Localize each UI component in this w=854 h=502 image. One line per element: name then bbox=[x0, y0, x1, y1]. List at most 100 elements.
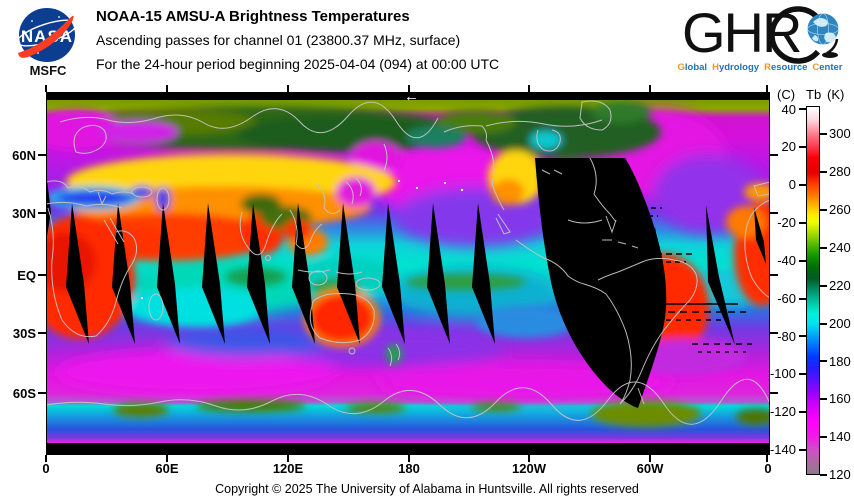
cbar-tick-c bbox=[799, 449, 806, 451]
map-frame bbox=[46, 92, 770, 455]
lat-tick bbox=[38, 154, 46, 156]
lon-label-120w: 120W bbox=[512, 461, 546, 476]
cbar-k-160: 160 bbox=[829, 391, 851, 406]
lon-tick bbox=[287, 455, 289, 462]
temperature-field-land bbox=[46, 101, 770, 427]
lon-tick-top bbox=[528, 85, 530, 92]
lon-tick-top bbox=[45, 85, 47, 92]
coastlines bbox=[46, 100, 770, 425]
cbar-tick-c bbox=[799, 222, 806, 224]
colorbar-tb-header: Tb bbox=[806, 87, 822, 102]
cbar-c-20: 20 bbox=[781, 139, 796, 154]
cbar-tick-k bbox=[820, 285, 827, 287]
cbar-tick-c bbox=[799, 335, 806, 337]
lat-tick bbox=[38, 332, 46, 334]
lon-label-0w: 0 bbox=[42, 461, 50, 476]
ghrc-logo[interactable]: GHR Global Hydrology Resource Center bbox=[677, 1, 852, 82]
cbar-tick-k bbox=[820, 133, 827, 135]
lat-label-30s: 30S bbox=[12, 326, 36, 341]
lat-label-eq: EQ bbox=[17, 268, 36, 283]
cbar-tick-k bbox=[820, 360, 827, 362]
brightness-temperature-world-map bbox=[46, 92, 770, 455]
cbar-tick-k bbox=[820, 436, 827, 438]
cbar-k-200: 200 bbox=[829, 316, 851, 331]
cbar-k-220: 220 bbox=[829, 278, 851, 293]
cbar-c-m60: -60 bbox=[777, 291, 796, 306]
partial-scan-lines bbox=[604, 207, 752, 353]
page-subtitle-period: For the 24-hour period beginning 2025-04… bbox=[96, 56, 500, 72]
cbar-c-m140: -140 bbox=[769, 442, 796, 457]
colorbar-gradient bbox=[806, 106, 820, 475]
tagline-word: C bbox=[812, 62, 820, 73]
copyright-text: Copyright © 2025 The University of Alaba… bbox=[215, 482, 639, 496]
cbar-tick-c bbox=[799, 373, 806, 375]
tagline-word: G bbox=[677, 62, 685, 73]
colorbar-celsius-header: (C) bbox=[777, 87, 796, 102]
lon-label-60e: 60E bbox=[155, 461, 179, 476]
cbar-tick-k bbox=[820, 323, 827, 325]
lon-label-120e: 120E bbox=[272, 461, 304, 476]
cbar-tick-k bbox=[820, 171, 827, 173]
lat-label-60n: 60N bbox=[12, 148, 36, 163]
colorbar-kelvin-header: (K) bbox=[827, 87, 845, 102]
nasa-msfc-logo[interactable]: NASA MSFC bbox=[10, 5, 86, 81]
cbar-tick-k bbox=[820, 474, 827, 476]
lon-tick bbox=[528, 455, 530, 462]
cbar-tick-c bbox=[799, 260, 806, 262]
lon-tick bbox=[45, 455, 47, 462]
cbar-tick-k bbox=[820, 209, 827, 211]
cbar-c-m120: -120 bbox=[769, 404, 796, 419]
cbar-tick-k bbox=[820, 247, 827, 249]
lat-tick bbox=[38, 212, 46, 214]
cbar-tick-c bbox=[799, 411, 806, 413]
lon-label-180: 180 bbox=[398, 461, 420, 476]
cbar-c-40: 40 bbox=[781, 102, 796, 117]
cbar-k-280: 280 bbox=[829, 164, 851, 179]
cbar-c-0: 0 bbox=[788, 177, 796, 192]
lat-tick-right bbox=[770, 392, 778, 394]
lon-tick bbox=[766, 455, 768, 462]
lat-tick-right bbox=[770, 154, 778, 156]
lon-tick bbox=[408, 455, 410, 462]
cbar-k-300: 300 bbox=[829, 126, 851, 141]
tagline-word: H bbox=[712, 62, 719, 73]
cbar-c-m40: -40 bbox=[777, 253, 796, 268]
lon-label-60w: 60W bbox=[636, 461, 664, 476]
lon-tick bbox=[166, 455, 168, 462]
page-title: NOAA-15 AMSU-A Brightness Temperatures bbox=[96, 8, 410, 25]
lat-tick bbox=[38, 392, 46, 394]
cbar-k-120: 120 bbox=[829, 467, 851, 482]
cbar-c-m80: -80 bbox=[777, 329, 796, 344]
cbar-tick-c bbox=[799, 298, 806, 300]
ghrc-tagline: Global Hydrology Resource Center bbox=[677, 62, 843, 73]
pass-direction-arrow-icon: ← bbox=[404, 88, 419, 105]
cbar-c-m20: -20 bbox=[777, 215, 796, 230]
cbar-tick-c bbox=[799, 146, 806, 148]
cbar-tick-c bbox=[799, 108, 806, 110]
lon-tick-top bbox=[649, 85, 651, 92]
lat-tick-right bbox=[770, 332, 778, 334]
lon-tick-top bbox=[166, 85, 168, 92]
cbar-tick-c bbox=[799, 184, 806, 186]
lon-tick-top bbox=[766, 85, 768, 92]
cbar-k-240: 240 bbox=[829, 240, 851, 255]
north-polar-band bbox=[46, 92, 770, 100]
lon-tick-top bbox=[408, 85, 410, 92]
page-subtitle-channel: Ascending passes for channel 01 (23800.3… bbox=[96, 32, 461, 48]
lat-tick bbox=[38, 274, 46, 276]
lat-label-30n: 30N bbox=[12, 206, 36, 221]
lon-tick-top bbox=[287, 85, 289, 92]
lat-label-60s: 60S bbox=[12, 386, 36, 401]
cbar-k-260: 260 bbox=[829, 202, 851, 217]
lat-tick-right bbox=[770, 274, 778, 276]
missing-swath bbox=[535, 158, 667, 408]
msfc-caption: MSFC bbox=[29, 63, 67, 78]
south-polar-band bbox=[46, 443, 770, 455]
cbar-k-180: 180 bbox=[829, 354, 851, 369]
tagline-word: R bbox=[764, 62, 771, 73]
cbar-k-140: 140 bbox=[829, 429, 851, 444]
ghrc-logo-image: GHR bbox=[682, 1, 839, 64]
cbar-tick-k bbox=[820, 398, 827, 400]
lon-tick bbox=[649, 455, 651, 462]
